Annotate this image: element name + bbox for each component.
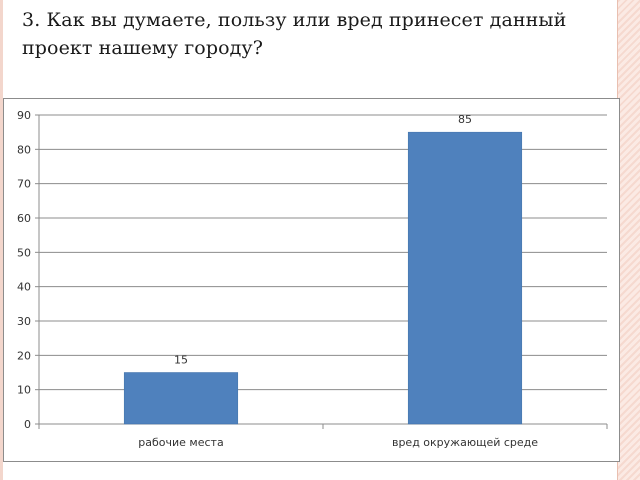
y-tick-label: 0: [24, 418, 31, 431]
y-tick-label: 10: [17, 384, 31, 397]
y-tick-label: 30: [17, 315, 31, 328]
y-tick-label: 60: [17, 212, 31, 225]
y-tick-label: 70: [17, 178, 31, 191]
bar: [407, 131, 523, 425]
data-label: 85: [458, 113, 472, 126]
y-tick-label: 20: [17, 349, 31, 362]
question-title: 3. Как вы думаете, пользу или вред прине…: [22, 9, 567, 59]
slide-left-border: [0, 0, 3, 480]
y-tick-label: 50: [17, 246, 31, 259]
chart-canvas: 0 10 20 30 40 50 60 70 80 90 15 рабочие места 85 вред…: [17, 109, 608, 449]
y-tick-label: 80: [17, 143, 31, 156]
slide-decorative-border: [617, 0, 640, 480]
y-tick-label: 90: [17, 109, 31, 122]
x-category-label: вред окружающей среде: [392, 436, 538, 449]
x-category-label: рабочие места: [138, 436, 223, 449]
bar: [123, 372, 239, 425]
data-label: 15: [174, 354, 188, 367]
bar-chart: 0 10 20 30 40 50 60 70 80 90 15 рабочие места 85 вред…: [3, 98, 620, 462]
y-tick-label: 40: [17, 281, 31, 294]
